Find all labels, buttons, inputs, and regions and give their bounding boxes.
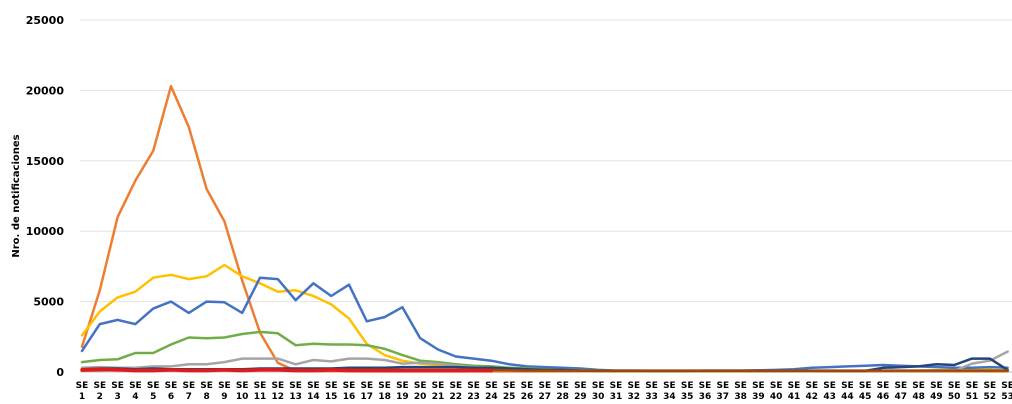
x-tick-label: SE 50 <box>948 381 961 402</box>
x-tick-label: SE 23 <box>467 381 480 402</box>
series-lines <box>80 84 1009 373</box>
x-tick-label: SE 9 <box>218 381 231 402</box>
x-tick-label: SE 17 <box>360 381 373 402</box>
x-tick-label: SE 16 <box>343 381 356 402</box>
x-tick-label: SE 48 <box>912 381 925 402</box>
gridlines <box>80 19 1012 373</box>
x-tick-label: SE 3 <box>111 381 124 402</box>
x-tick-label: SE 38 <box>734 381 747 402</box>
x-tick-label: SE 24 <box>485 381 498 402</box>
y-axis-ticks: 0 5000 10000 15000 20000 25000 <box>26 14 65 379</box>
x-tick-label: SE 52 <box>983 381 996 402</box>
x-tick-label: SE 40 <box>770 381 783 402</box>
x-tick-label: SE 28 <box>556 381 569 402</box>
x-tick-label: SE 43 <box>823 381 836 402</box>
series-line-8 <box>80 367 494 373</box>
x-tick-label: SE 37 <box>716 381 729 402</box>
x-tick-label: SE 21 <box>432 381 445 402</box>
x-tick-label: SE 33 <box>645 381 658 402</box>
x-tick-label: SE 26 <box>521 381 534 402</box>
y-tick-label: 15000 <box>26 155 65 168</box>
series-line-1 <box>80 84 1009 373</box>
x-tick-label: SE 11 <box>254 381 267 402</box>
x-tick-label: SE 8 <box>200 381 213 402</box>
y-tick-label: 20000 <box>26 84 65 97</box>
y-axis-label: Nro. de notificaciones <box>11 134 22 257</box>
x-tick-label: SE 46 <box>877 381 890 402</box>
x-tick-label: SE 15 <box>325 381 338 402</box>
x-tick-label: SE 25 <box>503 381 516 402</box>
x-tick-label: SE 4 <box>129 381 142 402</box>
x-tick-label: SE 51 <box>966 381 979 402</box>
x-tick-label: SE 45 <box>859 381 872 402</box>
x-tick-label: SE 30 <box>592 381 605 402</box>
x-tick-label: SE 6 <box>165 381 178 402</box>
y-tick-label: 5000 <box>33 296 64 309</box>
x-tick-label: SE 5 <box>147 381 160 402</box>
x-tick-label: SE 31 <box>610 381 623 402</box>
x-tick-label: SE 42 <box>805 381 818 402</box>
x-tick-label: SE 18 <box>378 381 391 402</box>
x-tick-label: SE 20 <box>414 381 427 402</box>
x-tick-label: SE 53 <box>1001 381 1012 402</box>
y-tick-label: 10000 <box>26 225 65 238</box>
x-tick-label: SE 1 <box>76 381 89 402</box>
x-tick-label: SE 35 <box>681 381 694 402</box>
x-tick-label: SE 36 <box>699 381 712 402</box>
series-line-3 <box>80 276 1009 373</box>
x-tick-label: SE 14 <box>307 381 320 402</box>
y-tick-label: 25000 <box>26 14 65 27</box>
x-tick-label: SE 27 <box>538 381 551 402</box>
x-tick-label: SE 22 <box>449 381 462 402</box>
x-tick-label: SE 10 <box>236 381 249 402</box>
x-tick-label: SE 7 <box>182 381 195 402</box>
x-tick-label: SE 39 <box>752 381 765 402</box>
x-axis-ticks: SE 1 SE 2 SE 3 SE 4 SE 5 SE 6 SE 7 SE 8 SE 9 SE 10 SE 11 SE 12 S… <box>76 381 1012 402</box>
x-tick-label: SE 2 <box>93 381 106 402</box>
x-tick-label: SE 12 <box>271 381 284 402</box>
x-tick-label: SE 47 <box>894 381 907 402</box>
series-line-2 <box>80 263 1009 373</box>
x-tick-label: SE 29 <box>574 381 587 402</box>
x-tick-label: SE 41 <box>788 381 801 402</box>
x-tick-label: SE 49 <box>930 381 943 402</box>
x-tick-label: SE 44 <box>841 381 854 402</box>
y-tick-label: 0 <box>56 366 64 379</box>
x-tick-label: SE 34 <box>663 381 676 402</box>
x-tick-label: SE 19 <box>396 381 409 402</box>
x-tick-label: SE 32 <box>627 381 640 402</box>
x-tick-label: SE 13 <box>289 381 302 402</box>
